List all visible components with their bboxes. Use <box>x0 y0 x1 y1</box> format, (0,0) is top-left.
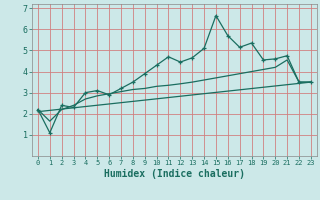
X-axis label: Humidex (Indice chaleur): Humidex (Indice chaleur) <box>104 169 245 179</box>
